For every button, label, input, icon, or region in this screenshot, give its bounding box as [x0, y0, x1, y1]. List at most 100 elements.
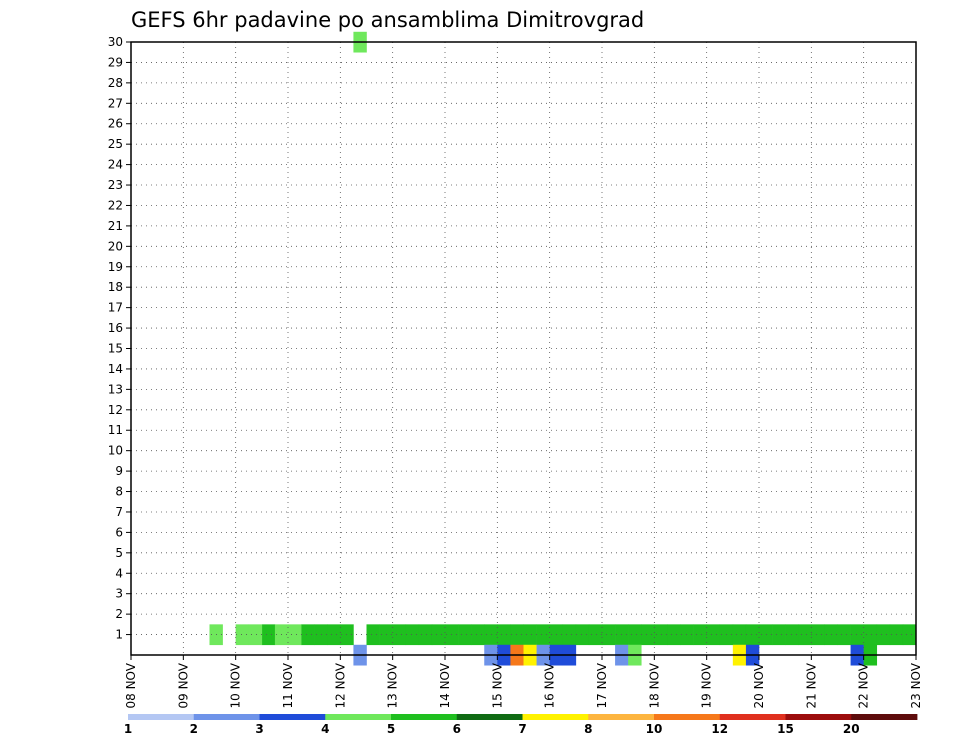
y-tick-label: 1: [115, 628, 123, 642]
x-tick-label: 10 NOV: [229, 662, 243, 708]
data-cells: [209, 31, 917, 666]
y-tick-label: 8: [115, 485, 123, 499]
x-tick-label: 14 NOV: [438, 662, 452, 708]
colorbar-label: 4: [321, 722, 329, 736]
precip-cell: [471, 624, 485, 646]
precip-cell: [431, 624, 446, 646]
colorbar-segment: [193, 714, 260, 720]
y-tick-label: 5: [115, 546, 123, 560]
x-tick-label: 13 NOV: [386, 662, 400, 708]
colorbar-label: 2: [190, 722, 198, 736]
precip-cell: [798, 624, 812, 646]
y-tick-label: 7: [115, 505, 123, 519]
precip-cell: [745, 624, 760, 646]
precip-cell: [523, 624, 537, 646]
y-tick-label: 6: [115, 525, 123, 539]
precip-cell: [588, 624, 603, 646]
y-tick-label: 12: [108, 403, 123, 417]
y-tick-label: 4: [115, 566, 123, 580]
x-tick-label: 22 NOV: [857, 662, 871, 708]
precip-cell: [732, 624, 747, 646]
colorbar-segment: [128, 714, 195, 720]
colorbar-label: 15: [777, 722, 794, 736]
colorbar: 1 2 3 4 5 6 7 8 10 12 15 20: [124, 714, 918, 736]
y-tick-label: 28: [108, 76, 123, 90]
precip-cell: [261, 624, 276, 646]
colorbar-segment: [654, 714, 721, 720]
x-tick-label: 09 NOV: [176, 662, 190, 708]
y-tick-label: 19: [108, 260, 123, 274]
precip-cell: [314, 624, 328, 646]
precip-cell: [602, 624, 616, 646]
precip-cell: [484, 624, 498, 646]
x-tick-label: 23 NOV: [909, 662, 923, 708]
y-tick-label: 15: [108, 342, 123, 356]
x-axis: 08 NOV 09 NOV 10 NOV 11 NOV 12 NOV 13 NOV 14 N…: [124, 655, 923, 709]
precip-cell: [418, 624, 433, 646]
y-tick-label: 25: [108, 137, 123, 151]
y-tick-label: 16: [108, 321, 123, 335]
y-tick-label: 2: [115, 607, 123, 621]
x-tick-label: 08 NOV: [124, 662, 138, 708]
precip-cell: [850, 624, 864, 646]
precip-cell: [405, 624, 420, 646]
y-tick-label: 20: [108, 239, 123, 253]
precip-cell: [837, 624, 851, 646]
y-tick-label: 21: [108, 219, 123, 233]
precip-cell: [772, 624, 786, 646]
precip-cell: [301, 624, 315, 646]
colorbar-segment: [456, 714, 523, 720]
precip-cell: [536, 624, 550, 646]
colorbar-label: 3: [255, 722, 263, 736]
y-tick-label: 27: [108, 96, 123, 110]
x-tick-label: 17 NOV: [595, 662, 609, 708]
precip-cell: [458, 624, 472, 646]
precip-cell: [497, 624, 511, 646]
plot-frame: [130, 41, 917, 656]
precip-cell: [248, 624, 263, 646]
precip-cell: [693, 624, 707, 646]
precip-cell: [759, 624, 773, 646]
colorbar-label: 6: [453, 722, 461, 736]
y-tick-label: 10: [108, 444, 123, 458]
precip-cell: [510, 624, 524, 646]
y-tick-label: 26: [108, 117, 123, 131]
colorbar-label: 10: [646, 722, 663, 736]
y-tick-label: 13: [108, 382, 123, 396]
colorbar-segment: [719, 714, 786, 720]
precip-cell: [392, 624, 407, 646]
x-tick-label: 20 NOV: [752, 662, 766, 708]
colorbar-label: 5: [387, 722, 395, 736]
colorbar-label: 7: [518, 722, 526, 736]
y-tick-label: 23: [108, 178, 123, 192]
precip-cell: [340, 624, 354, 646]
x-tick-label: 18 NOV: [647, 662, 661, 708]
colorbar-segment: [259, 714, 326, 720]
precip-cell: [706, 624, 721, 646]
y-tick-label: 29: [108, 55, 123, 69]
precip-cell: [327, 624, 341, 646]
x-tick-label: 16 NOV: [543, 662, 557, 708]
colorbar-label: 1: [124, 722, 132, 736]
grid-lines: [131, 41, 916, 655]
y-tick-label: 11: [108, 423, 123, 437]
y-tick-label: 30: [108, 35, 123, 49]
y-tick-label: 17: [108, 301, 123, 315]
colorbar-segment: [325, 714, 392, 720]
x-tick-label: 19 NOV: [700, 662, 714, 708]
precip-cell: [366, 624, 380, 646]
colorbar-label: 8: [584, 722, 592, 736]
colorbar-segment: [391, 714, 458, 720]
colorbar-segment: [785, 714, 852, 720]
colorbar-label: 20: [843, 722, 860, 736]
x-tick-label: 15 NOV: [490, 662, 504, 708]
colorbar-segment: [522, 714, 589, 720]
precip-cell: [235, 624, 250, 646]
precip-cell: [562, 624, 577, 646]
y-tick-label: 22: [108, 198, 123, 212]
precip-cell: [902, 624, 917, 646]
x-tick-label: 12 NOV: [333, 662, 347, 708]
precip-cell: [575, 624, 590, 646]
y-tick-label: 9: [115, 464, 123, 478]
